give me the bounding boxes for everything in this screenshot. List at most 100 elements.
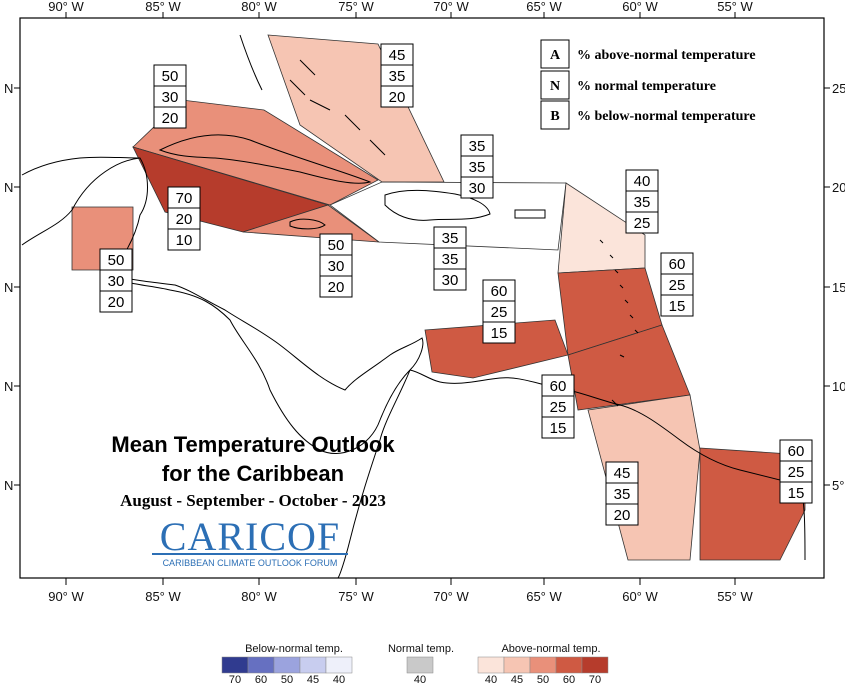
scale-title-below: Below-normal temp. xyxy=(245,643,343,655)
lon-axis-bottom: 90° W 85° W 80° W 75° W 70° W 65° W 60° … xyxy=(48,578,753,604)
probability-above: 70 xyxy=(176,190,193,207)
lon-tick-label: 65° W xyxy=(526,589,562,604)
probability-key: A % above-normal temperature N % normal … xyxy=(540,39,756,130)
probability-cell xyxy=(460,176,494,199)
probability-normal: 30 xyxy=(108,273,125,290)
probability-above: 45 xyxy=(389,47,406,64)
scale-swatch xyxy=(406,656,434,674)
key-label-b: % below-normal temperature xyxy=(577,109,756,124)
probability-box: 35 35 30 xyxy=(433,226,467,291)
scale-swatch xyxy=(247,656,275,674)
lon-tick-label: 60° W xyxy=(622,589,658,604)
coast-lesser-antilles xyxy=(599,239,639,407)
lat-tick-label: N xyxy=(4,81,13,96)
probability-cell xyxy=(605,503,639,526)
lat-tick-label: N xyxy=(4,280,13,295)
map-title-line1: Mean Temperature Outlook xyxy=(111,432,395,457)
coast-central-america xyxy=(21,157,424,454)
scale-tick-label: 45 xyxy=(307,674,319,684)
scale-swatch xyxy=(503,656,531,674)
scale-normal-swatches: 40 xyxy=(406,656,434,684)
lat-axis-right: 25 20 15 10 5° xyxy=(824,81,845,493)
scale-tick-label: 60 xyxy=(255,674,267,684)
scale-tick-label: 50 xyxy=(281,674,293,684)
lon-tick-label: 80° W xyxy=(241,0,277,14)
scale-below-swatches: 70 60 50 45 40 xyxy=(221,656,353,684)
lon-tick-label: 90° W xyxy=(48,589,84,604)
probability-below: 15 xyxy=(788,485,805,502)
caricof-logo-subtext: CARIBBEAN CLIMATE OUTLOOK FORUM xyxy=(163,558,338,568)
probability-normal: 30 xyxy=(162,89,179,106)
probability-normal: 35 xyxy=(614,486,631,503)
coast-puerto-rico xyxy=(514,209,546,219)
lat-tick-label: 15 xyxy=(832,280,845,295)
coastlines xyxy=(21,34,806,579)
probability-below: 15 xyxy=(550,420,567,437)
lon-tick-label: 55° W xyxy=(717,589,753,604)
key-box-a xyxy=(540,39,570,69)
scale-tick-label: 40 xyxy=(414,674,426,684)
probability-below: 30 xyxy=(442,272,459,289)
probability-box: 60 25 15 xyxy=(779,439,813,504)
zone-jamaica xyxy=(242,204,381,243)
lon-tick-label: 70° W xyxy=(433,0,469,14)
coast-bahamas xyxy=(289,59,386,156)
map-title-line2: for the Caribbean xyxy=(162,461,344,486)
lon-tick-label: 80° W xyxy=(241,589,277,604)
probability-cell xyxy=(779,481,813,504)
scale-tick-label: 70 xyxy=(589,674,601,684)
lat-tick-label: 5° xyxy=(832,478,844,493)
probability-above: 45 xyxy=(614,465,631,482)
lat-tick-label: 20 xyxy=(832,180,845,195)
probability-box: 50 30 20 xyxy=(319,233,353,298)
lat-tick-label: N xyxy=(4,478,13,493)
coast-mexico xyxy=(21,156,141,176)
probability-above: 60 xyxy=(491,283,508,300)
probability-cell xyxy=(153,106,187,129)
lon-tick-label: 75° W xyxy=(338,0,374,14)
scale-tick-label: 60 xyxy=(563,674,575,684)
lon-tick-label: 60° W xyxy=(622,0,658,14)
probability-box: 50 30 20 xyxy=(153,64,187,129)
probability-normal: 35 xyxy=(442,251,459,268)
coast-jamaica xyxy=(289,218,326,230)
probability-cell xyxy=(482,321,516,344)
probability-above: 40 xyxy=(634,173,651,190)
key-letter-n: N xyxy=(550,79,560,94)
probability-normal: 25 xyxy=(550,399,567,416)
probability-box: 35 35 30 xyxy=(460,134,494,199)
probability-below: 20 xyxy=(328,279,345,296)
probability-below: 30 xyxy=(469,180,486,197)
probability-below: 15 xyxy=(669,298,686,315)
map-subtitle: August - September - October - 2023 xyxy=(120,491,386,510)
probability-above: 60 xyxy=(550,378,567,395)
probability-below: 15 xyxy=(491,325,508,342)
title-block: Mean Temperature Outlook for the Caribbe… xyxy=(111,432,395,568)
probability-cell xyxy=(167,228,201,251)
probability-box: 60 25 15 xyxy=(482,279,516,344)
probability-above: 35 xyxy=(469,138,486,155)
probability-above: 60 xyxy=(788,443,805,460)
coast-cuba xyxy=(158,134,372,184)
probability-below: 20 xyxy=(108,294,125,311)
caricof-logo: CARICOF xyxy=(160,514,340,559)
scale-swatch xyxy=(529,656,557,674)
coast-hispaniola xyxy=(384,189,491,221)
scale-swatch xyxy=(299,656,327,674)
probability-box: 45 35 20 xyxy=(380,43,414,108)
scale-swatch xyxy=(555,656,583,674)
lat-axis-left: N N N N N xyxy=(4,81,20,493)
lat-tick-label: N xyxy=(4,379,13,394)
scale-above-swatches: 40 45 50 60 70 xyxy=(477,656,609,684)
probability-cell xyxy=(625,211,659,234)
key-letter-a: A xyxy=(550,48,561,63)
probability-normal: 25 xyxy=(669,277,686,294)
probability-above: 50 xyxy=(162,68,179,85)
probability-normal: 20 xyxy=(176,211,193,228)
probability-cell xyxy=(433,268,467,291)
lon-axis-top: 90° W 85° W 80° W 75° W 70° W 65° W 60° … xyxy=(48,0,753,18)
probability-normal: 35 xyxy=(634,194,651,211)
lon-tick-label: 70° W xyxy=(433,589,469,604)
